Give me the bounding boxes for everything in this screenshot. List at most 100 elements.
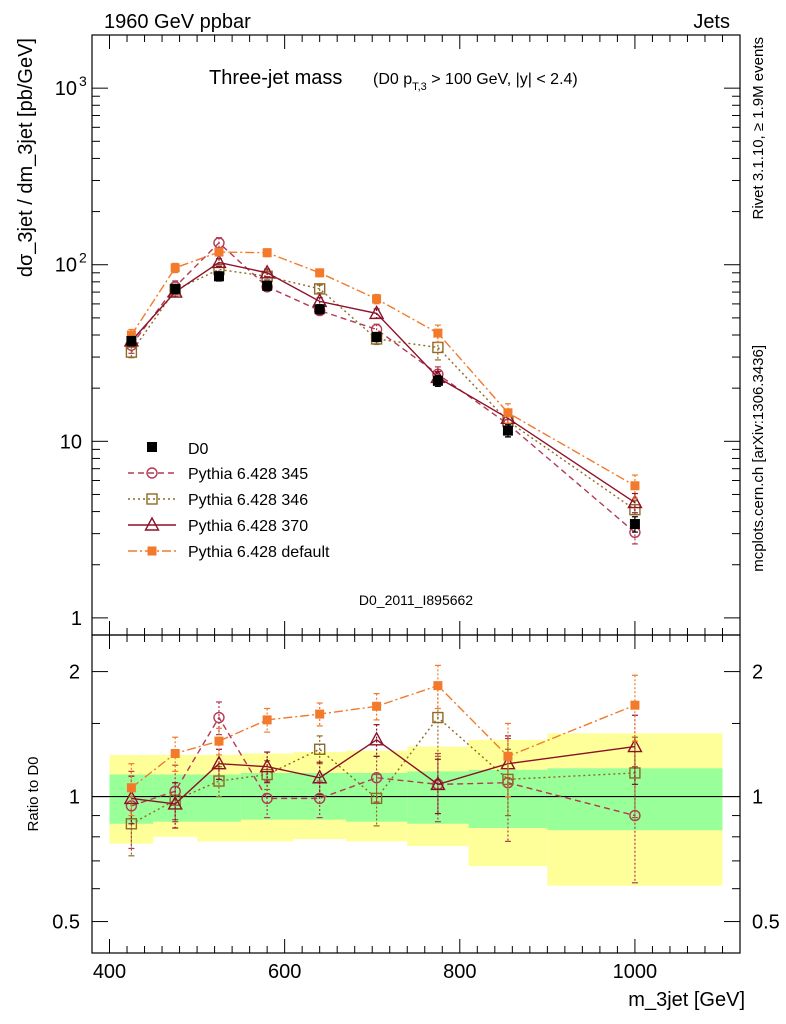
legend-item: Pythia 6.428 default xyxy=(128,544,330,561)
series-point xyxy=(125,346,138,358)
series-point xyxy=(211,755,227,770)
mcplots-label: mcplots.cern.ch [arXiv:1306.3436] xyxy=(750,345,767,572)
series-point xyxy=(503,408,513,418)
ratio-tick-label: 0.5 xyxy=(52,912,80,934)
data-point xyxy=(432,375,443,386)
series-point xyxy=(627,494,643,509)
series-point xyxy=(146,493,158,505)
rivet-label: Rivet 3.1.10, ≥ 1.9M events xyxy=(750,37,767,220)
legend-item-data: D0 xyxy=(147,441,209,458)
x-tick-label: 800 xyxy=(443,961,476,983)
y-tick-label: 1 xyxy=(71,608,82,630)
series-point xyxy=(261,792,273,805)
series-point xyxy=(126,330,136,340)
data-point xyxy=(314,304,325,315)
legend: D0 Pythia 6.428 345 Pythia 6.428 346 Pythia… xyxy=(128,441,330,561)
series-point xyxy=(315,268,325,278)
series-point xyxy=(629,503,641,516)
series-point xyxy=(372,701,382,711)
series-point xyxy=(214,736,224,746)
series-point xyxy=(123,789,140,805)
y-tick-label: 10 xyxy=(55,78,77,100)
y-axis-label: dσ_3jet / dm_3jet [pb/GeV] xyxy=(15,38,37,277)
y-tick-exponent: 2 xyxy=(79,250,87,266)
ratio-line xyxy=(131,716,635,825)
ratio-panel: 0.5 0.5 1 1 2 2 Ratio to D0 xyxy=(25,634,780,954)
legend-item: Pythia 6.428 345 xyxy=(128,466,308,483)
series-point xyxy=(313,792,326,805)
data-point xyxy=(126,335,137,346)
data-point xyxy=(213,271,224,282)
series-point xyxy=(126,783,136,793)
y-tick-label: 10 xyxy=(60,431,82,453)
legend-item: Pythia 6.428 346 xyxy=(128,492,308,509)
legend-label: Pythia 6.428 default xyxy=(188,544,330,561)
series-point xyxy=(146,467,158,479)
legend-label: Pythia 6.428 345 xyxy=(188,466,308,483)
x-axis-label: m_3jet [GeV] xyxy=(628,989,745,1011)
header-right: Jets xyxy=(693,11,730,33)
series-point xyxy=(147,546,157,556)
data-point xyxy=(629,519,640,530)
legend-label: Pythia 6.428 370 xyxy=(188,518,308,535)
series-point xyxy=(125,818,138,830)
series-point xyxy=(262,715,272,725)
data-point xyxy=(170,283,181,294)
series-point xyxy=(315,709,325,719)
series-point xyxy=(259,264,275,279)
x-tick-label: 1000 xyxy=(613,961,658,983)
series-point xyxy=(368,731,385,746)
series-point xyxy=(259,758,275,773)
series-line xyxy=(130,261,636,504)
ratio-frame xyxy=(91,634,741,954)
series-point xyxy=(368,304,385,320)
series-point xyxy=(214,247,224,257)
chart-title-main: Three-jet mass xyxy=(209,67,342,89)
ratio-tick-label-right: 2 xyxy=(752,662,763,684)
series-point xyxy=(313,743,326,755)
series-line xyxy=(130,241,636,533)
ratio-y-axis-label: Ratio to D0 xyxy=(25,756,42,831)
ratio-tick-label-right: 0.5 xyxy=(752,912,780,934)
series-point xyxy=(167,795,183,810)
data-point xyxy=(262,280,273,291)
y-tick-label: 10 xyxy=(55,255,77,277)
series-point xyxy=(170,748,180,758)
chart-title-sub: (D0 pT,3 > 100 GeV, |y| < 2.4) xyxy=(373,71,578,93)
ratio-line xyxy=(131,738,636,805)
y-tick-exponent: 3 xyxy=(79,73,87,89)
legend-label: Pythia 6.428 346 xyxy=(188,492,308,509)
series-point xyxy=(170,263,180,273)
series-point xyxy=(211,253,227,269)
header-left: 1960 GeV ppbar xyxy=(104,11,251,33)
ratio-tick-label: 2 xyxy=(69,662,80,684)
series-point xyxy=(433,328,443,338)
series-point xyxy=(144,516,160,531)
series-point xyxy=(262,248,272,258)
ratio-tick-label-right: 1 xyxy=(752,787,763,809)
series-point xyxy=(213,711,225,724)
series-point xyxy=(433,681,443,691)
series-point xyxy=(503,751,513,761)
series-point xyxy=(213,775,225,787)
series-point xyxy=(312,769,328,784)
series-point xyxy=(432,711,444,724)
x-tick-label: 600 xyxy=(268,961,301,983)
data-point xyxy=(502,425,513,436)
ratio-line xyxy=(131,716,636,817)
data-point xyxy=(371,331,382,342)
series-point xyxy=(630,700,640,710)
x-tick-label: 400 xyxy=(93,961,126,983)
series-point xyxy=(430,775,446,791)
analysis-id: D0_2011_I895662 xyxy=(359,592,473,608)
legend-label: D0 xyxy=(188,441,209,458)
series-point xyxy=(370,792,383,805)
series-point xyxy=(372,294,382,304)
series-point xyxy=(630,481,640,491)
ratio-tick-label: 1 xyxy=(69,787,80,809)
ratio-band-green xyxy=(197,774,241,822)
data-point xyxy=(147,442,157,452)
series-point xyxy=(627,738,643,753)
